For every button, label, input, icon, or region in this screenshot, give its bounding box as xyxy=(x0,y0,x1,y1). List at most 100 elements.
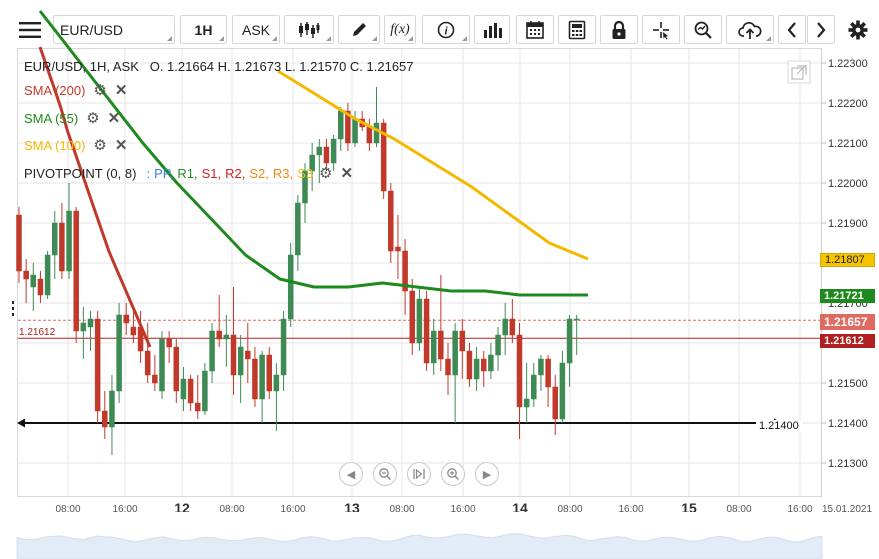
candle xyxy=(552,375,558,435)
price-tick-label: 1.22300 xyxy=(828,58,868,70)
candle xyxy=(573,315,580,355)
price-tick-label: 1.21900 xyxy=(828,218,868,230)
candle xyxy=(481,351,487,387)
candle xyxy=(388,183,394,263)
time-label: 08:00 xyxy=(726,504,751,515)
candle-type-button[interactable] xyxy=(284,15,334,44)
nav-zoom-out-button[interactable] xyxy=(373,462,397,486)
price-type-select[interactable]: ASK xyxy=(232,15,280,44)
candle xyxy=(309,143,315,191)
last-price-tag: 1.21657 xyxy=(820,314,875,330)
close-icon[interactable]: ✕ xyxy=(340,164,354,182)
nav-zoom-in-button[interactable] xyxy=(441,462,465,486)
candle xyxy=(559,351,566,423)
price-tick-label: 1.21500 xyxy=(828,378,868,390)
sma55-price-tag: 1.21721 xyxy=(820,289,875,303)
zoom-out-icon xyxy=(379,468,392,481)
candle xyxy=(23,259,29,303)
pivot-legend: PIVOTPOINT (0, 8) : PP, R1, S1, R2, S2, R3, S3… xyxy=(24,164,353,182)
candle xyxy=(259,351,265,423)
gear-icon[interactable]: ⚙ xyxy=(93,81,107,99)
calendar-button[interactable] xyxy=(516,15,554,44)
candle xyxy=(166,331,172,363)
price-tick-label: 1.22100 xyxy=(828,138,868,150)
hline-left-arrow xyxy=(17,418,25,428)
draw-pencil-icon xyxy=(353,22,366,36)
crosshair-button[interactable] xyxy=(642,15,680,44)
close-icon[interactable]: ✕ xyxy=(107,109,121,127)
indicators-button[interactable] xyxy=(474,15,510,44)
candle xyxy=(280,311,287,391)
candle xyxy=(345,103,351,151)
scroll-left-button[interactable] xyxy=(778,15,806,44)
candle xyxy=(466,343,473,387)
gear-icon[interactable]: ⚙ xyxy=(319,164,333,182)
candle xyxy=(73,207,79,343)
candle xyxy=(245,323,251,383)
time-label: 08:00 xyxy=(389,504,414,515)
gear-icon xyxy=(848,20,868,39)
gear-icon[interactable]: ⚙ xyxy=(93,136,107,154)
info-button[interactable]: i xyxy=(422,15,470,44)
candle xyxy=(330,135,337,171)
crosshair-icon xyxy=(653,21,669,39)
chart-grid xyxy=(18,48,821,496)
candle xyxy=(488,343,494,379)
sma55-label: SMA (55) xyxy=(24,110,79,126)
candle xyxy=(295,195,301,271)
menu-button[interactable] xyxy=(11,15,49,44)
pivot-item: S1, xyxy=(201,165,222,181)
price-tick-label: 1.21400 xyxy=(828,418,868,430)
zoom-button[interactable] xyxy=(684,15,722,44)
candle xyxy=(87,311,94,351)
navigator-strip[interactable] xyxy=(16,512,823,559)
save-cloud-button[interactable] xyxy=(726,15,774,44)
candle xyxy=(159,331,165,399)
pivot-item: R3, xyxy=(272,165,294,181)
sma100-legend: SMA (100) ⚙ ✕ xyxy=(24,136,127,154)
calculator-button[interactable] xyxy=(558,15,596,44)
candle xyxy=(452,323,458,423)
close-icon[interactable]: ✕ xyxy=(114,136,128,154)
pivot-item: R1, xyxy=(177,165,198,181)
calendar-icon xyxy=(526,20,544,39)
time-label: 16:00 xyxy=(112,504,137,515)
close-icon[interactable]: ✕ xyxy=(114,81,128,99)
candle xyxy=(52,211,58,279)
nav-prev-button[interactable]: ◀ xyxy=(339,462,363,486)
candle xyxy=(144,323,151,383)
pivot-item: PP, xyxy=(154,165,174,181)
pivot-items: PP, R1, S1, R2, S2, R3, S3 xyxy=(154,166,317,181)
timeframe-select[interactable]: 1H xyxy=(180,15,227,44)
function-button[interactable]: f(x) xyxy=(384,15,416,44)
settings-button[interactable] xyxy=(842,15,874,44)
candle xyxy=(523,363,530,423)
nav-reset-button[interactable] xyxy=(407,462,431,486)
pivot-item: S2, xyxy=(249,165,269,181)
candle xyxy=(516,323,523,439)
nav-next-button[interactable]: ▶ xyxy=(475,462,499,486)
arrow-right-icon xyxy=(817,21,826,38)
lock-icon xyxy=(612,20,626,39)
info-icon: i xyxy=(437,21,455,38)
cloud-upload-icon xyxy=(738,21,762,39)
draw-button[interactable] xyxy=(338,15,380,44)
expand-chart-button[interactable] xyxy=(787,60,811,84)
lock-button[interactable] xyxy=(600,15,638,44)
next-icon: ▶ xyxy=(482,468,492,481)
pivot-label: PIVOTPOINT (0, 8) xyxy=(24,165,137,181)
candle xyxy=(94,311,101,423)
candle xyxy=(216,295,222,347)
timeframe-label: 1H xyxy=(194,21,213,38)
expand-icon xyxy=(791,64,807,80)
candle xyxy=(545,355,551,407)
symbol-label: EUR/USD xyxy=(60,21,124,38)
hline-left-label: 1.21612 xyxy=(19,327,56,338)
hamburger-menu-icon xyxy=(19,21,41,38)
gear-icon[interactable]: ⚙ xyxy=(86,109,100,127)
candle xyxy=(459,319,466,379)
scroll-right-button[interactable] xyxy=(807,15,835,44)
reset-icon xyxy=(413,468,425,480)
sma-line-0 xyxy=(38,46,152,348)
